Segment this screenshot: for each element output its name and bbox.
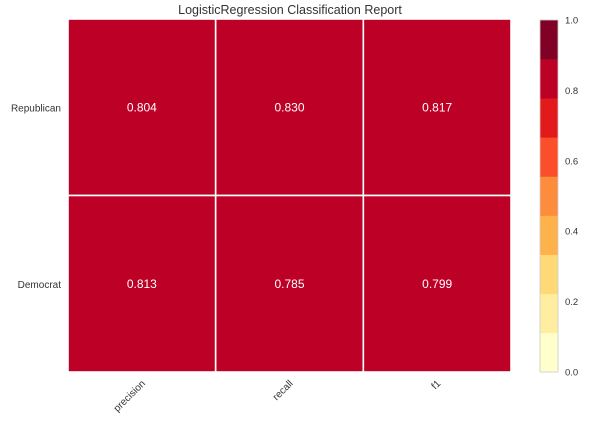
column-label: f1 <box>430 378 444 392</box>
colorbar-tick-label: 0.0 <box>565 368 578 379</box>
column-label: precision <box>112 378 148 414</box>
cell-value-label: 0.830 <box>274 100 304 114</box>
colorbar: 0.0 0.2 0.4 0.6 0.8 1.0 <box>540 16 578 379</box>
colorbar-segment <box>540 216 558 255</box>
colorbar-segment <box>540 98 558 137</box>
colorbar-segment <box>540 176 558 215</box>
colorbar-segment <box>540 333 558 372</box>
colorbar-tick-label: 1.0 <box>565 16 578 27</box>
cell-value-label: 0.804 <box>127 100 157 114</box>
colorbar-tick-label: 0.6 <box>565 156 578 167</box>
row-label: Democrat <box>18 280 62 291</box>
cell-value-label: 0.813 <box>127 277 157 291</box>
colorbar-tick-label: 0.2 <box>565 297 578 308</box>
heatmap-cells: 0.804 0.830 0.817 0.813 0.785 0.799 <box>68 19 511 372</box>
colorbar-tick-label: 0.8 <box>565 86 578 97</box>
column-label: recall <box>271 378 296 403</box>
colorbar-segment <box>540 137 558 176</box>
colorbar-segment <box>540 20 558 59</box>
colorbar-tick-label: 0.4 <box>565 227 578 238</box>
chart-title: LogisticRegression Classification Report <box>178 3 402 17</box>
row-label: Republican <box>11 103 61 114</box>
cell-value-label: 0.817 <box>422 100 452 114</box>
cell-value-label: 0.799 <box>422 277 452 291</box>
colorbar-segment <box>540 255 558 294</box>
colorbar-segment <box>540 294 558 333</box>
row-labels: Republican Democrat <box>11 103 61 291</box>
column-labels: precision recall f1 <box>112 378 444 414</box>
colorbar-segment <box>540 59 558 98</box>
cell-value-label: 0.785 <box>274 277 304 291</box>
